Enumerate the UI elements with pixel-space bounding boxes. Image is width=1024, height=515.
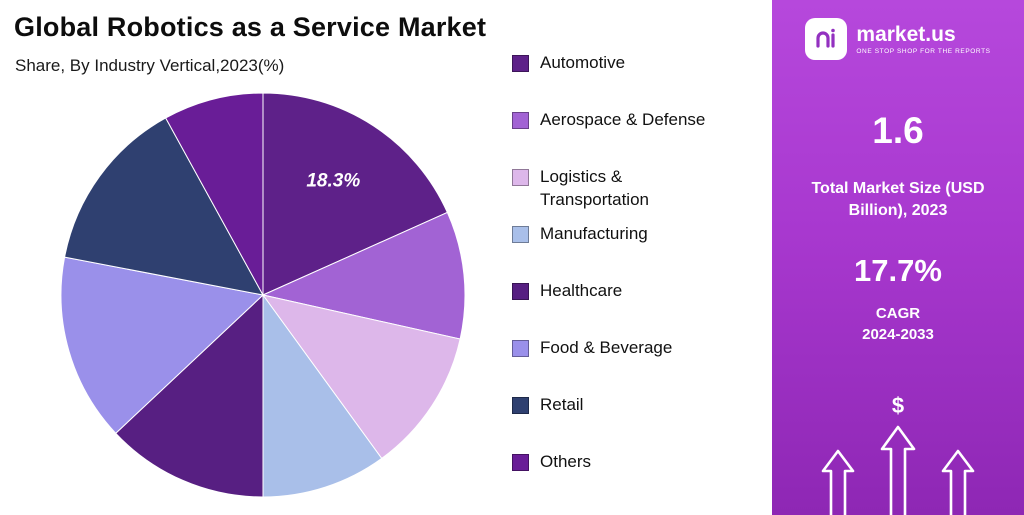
sidebar: market.us ONE STOP SHOP FOR THE REPORTS … (772, 0, 1024, 515)
legend-label: Logistics & Transportation (540, 167, 649, 209)
legend-item: Retail (512, 394, 768, 451)
pie-slice-automotive (262, 92, 449, 296)
chart-panel: Global Robotics as a Service Market Shar… (14, 12, 768, 508)
marketus-logo-glyph (816, 28, 836, 48)
legend-label: Automotive (540, 53, 626, 72)
marketus-logo-icon (805, 18, 848, 60)
pie-slice-food-beverage (60, 256, 265, 434)
legend-swatch (512, 112, 529, 129)
pie-slice-manufacturing (262, 293, 383, 498)
legend-item: Manufacturing (512, 223, 768, 280)
legend-label: Aerospace & Defense (540, 110, 706, 129)
legend-swatch (512, 340, 529, 357)
pie-slice-retail (63, 117, 264, 296)
legend-swatch (512, 169, 529, 186)
legend-swatch (512, 454, 529, 471)
legend-label: Manufacturing (540, 224, 648, 243)
legend-swatch (512, 283, 529, 300)
pie-slice-others (165, 92, 264, 296)
legend-item: Food & Beverage (512, 337, 768, 394)
market-size-label: Total Market Size (USD Billion), 2023 (811, 180, 985, 219)
legend-item: Logistics & Transportation (512, 166, 768, 223)
legend-item: Aerospace & Defense (512, 109, 768, 166)
legend-item: Healthcare (512, 280, 768, 337)
legend-swatch (512, 397, 529, 414)
page-title: Global Robotics as a Service Market (14, 12, 487, 42)
pie-slice-label: 18.3% (306, 171, 360, 192)
cagr-label: CAGR 2024-2033 (862, 303, 934, 345)
cagr-period: 2024-2033 (862, 326, 934, 344)
legend-item: Others (512, 451, 768, 508)
cagr-value: 17.7% (854, 253, 942, 289)
cagr-label-text: CAGR (875, 305, 921, 323)
dollar-sign: $ (891, 393, 905, 418)
chart-subtitle: Share, By Industry Vertical,2023(%) (15, 56, 285, 75)
legend-label: Retail (540, 395, 584, 414)
pie-slice-logistics-transportation (261, 294, 461, 460)
pie-slice-healthcare (115, 293, 264, 498)
legend-label: Others (540, 452, 592, 471)
brand-name: market.us (856, 22, 956, 46)
growth-arrows-icon (821, 425, 975, 515)
pie-chart: 18.3% (60, 92, 466, 498)
legend: Automotive Aerospace & Defense Logistics &… (512, 52, 768, 508)
growth-indicator: $ (772, 393, 1024, 515)
pie-slice-aerospace-defense (261, 211, 466, 340)
legend-label: Healthcare (540, 281, 623, 300)
legend-swatch (512, 55, 529, 72)
legend-swatch (512, 226, 529, 243)
legend-item: Automotive (512, 52, 768, 109)
brand: market.us ONE STOP SHOP FOR THE REPORTS (805, 18, 990, 60)
legend-label: Food & Beverage (540, 338, 673, 357)
brand-tagline: ONE STOP SHOP FOR THE REPORTS (856, 48, 991, 56)
market-size-value: 1.6 (872, 110, 924, 151)
